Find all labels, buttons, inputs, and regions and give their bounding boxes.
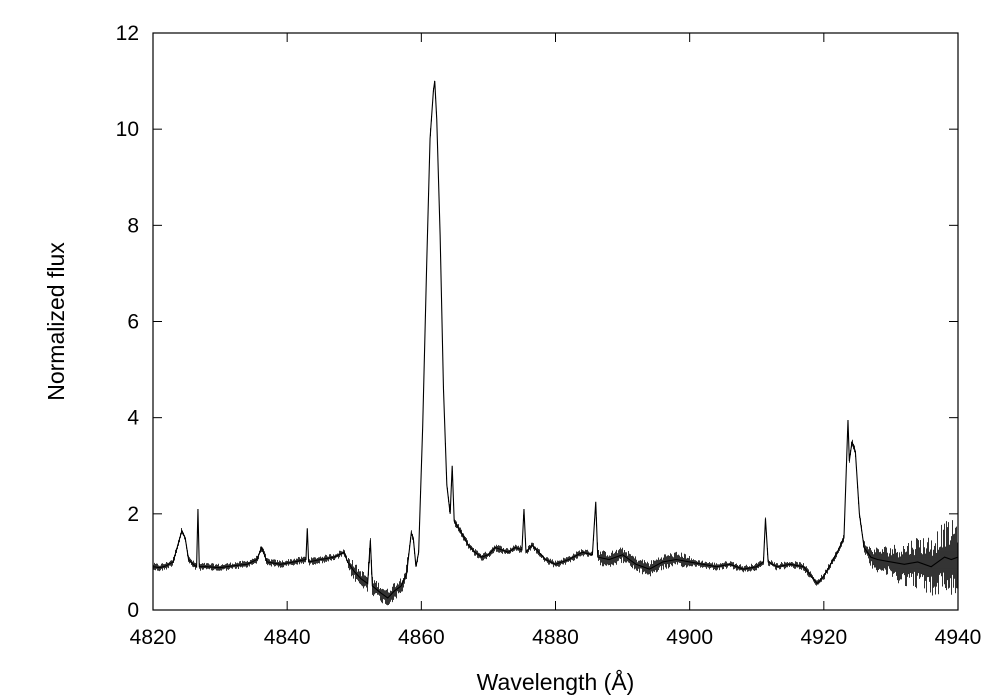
spectrum-line — [152, 81, 959, 599]
y-tick-label: 10 — [116, 118, 139, 141]
y-tick-label: 2 — [127, 503, 139, 526]
spectrum-noise — [153, 80, 958, 606]
spectrum-noise-path — [153, 80, 958, 606]
y-tick-label: 6 — [127, 311, 139, 334]
x-axis-title: Wavelength (Å) — [477, 668, 635, 695]
y-tick-label: 4 — [127, 407, 139, 430]
x-tick-label: 4880 — [532, 626, 579, 649]
y-tick-label: 8 — [127, 214, 139, 237]
plot-frame — [152, 32, 959, 611]
x-axis: 4820 4840 4860 4880 4900 4920 4940 — [130, 33, 982, 649]
x-tick-label: 4860 — [398, 626, 445, 649]
x-tick-label: 4920 — [800, 626, 847, 649]
x-tick-label: 4940 — [935, 626, 982, 649]
y-axis: 0 2 4 6 8 10 12 — [116, 22, 958, 622]
y-axis-title: Normalized flux — [43, 242, 69, 401]
y-tick-label: 12 — [116, 22, 139, 45]
y-tick-label: 0 — [127, 599, 139, 622]
x-tick-label: 4840 — [264, 626, 311, 649]
x-tick-label: 4900 — [666, 626, 713, 649]
x-tick-label: 4820 — [130, 626, 177, 649]
